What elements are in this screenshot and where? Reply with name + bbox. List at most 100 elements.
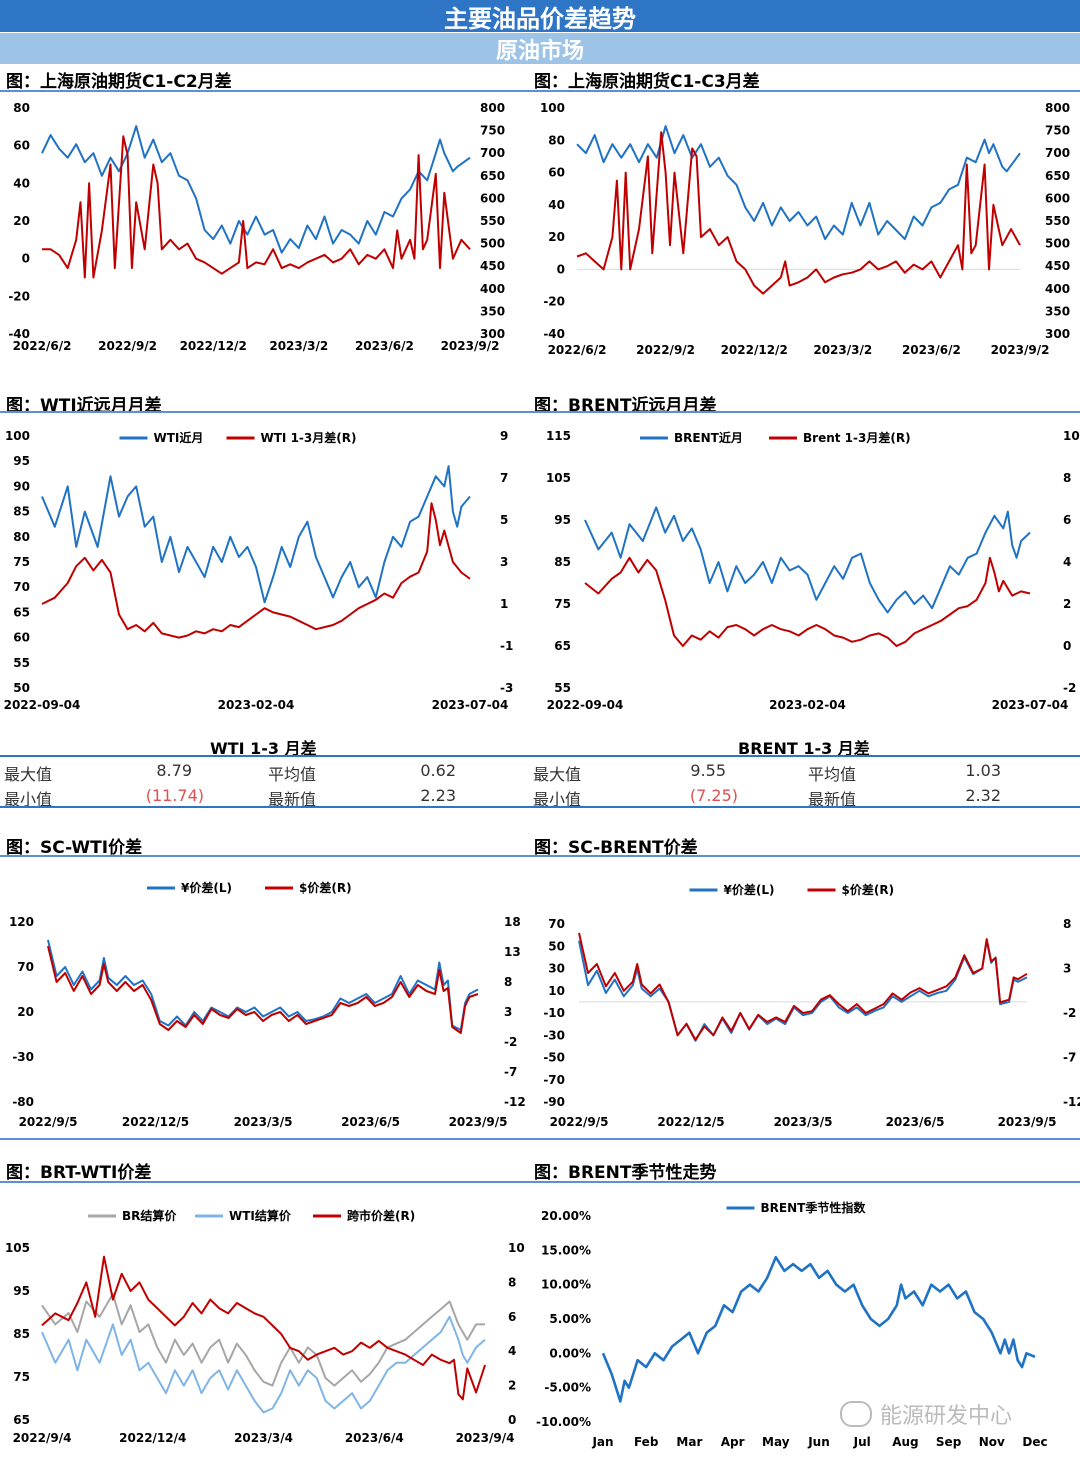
section-rule [0,411,1080,413]
stat-value-avg: 1.03 [965,761,1001,780]
x-tick-label: 2022-09-04 [547,698,624,712]
chart-title-c5: 图：SC-WTI价差 [6,838,143,858]
wechat-icon [840,1401,872,1427]
y-tick-label: -40 [8,327,30,341]
chart-title-c1: 图：上海原油期货C1-C2月差 [6,72,232,92]
y2-tick-label: 7 [500,471,508,485]
stat-value-avg: 0.62 [420,761,456,780]
stat-value-latest: 2.23 [420,786,456,805]
series-line-1 [47,945,479,1034]
y2-tick-label: 8 [1063,471,1071,485]
stats-title-wti: WTI 1-3 月差 [210,739,317,758]
y2-tick-label: 550 [1045,214,1070,228]
y-tick-label: 0 [557,262,565,276]
legend-label: WTI结算价 [229,1208,292,1223]
y-tick-label: 40 [13,176,30,190]
series-line-1 [576,131,1021,295]
y2-tick-label: 500 [1045,237,1070,251]
y2-tick-label: -2 [1063,1006,1076,1020]
y-tick-label: 65 [13,605,30,619]
stat-label-avg: 平均值 [268,765,317,784]
y2-tick-label: 650 [480,169,505,183]
x-tick-label: 2022/12/5 [122,1115,189,1129]
x-tick-label: 2023/3/5 [774,1115,833,1129]
y-tick-label: 55 [554,681,571,695]
y-tick-label: 105 [5,1241,30,1255]
y-tick-label: 95 [13,1284,30,1298]
y-tick-label: 70 [13,580,30,594]
y2-tick-label: -1 [500,639,513,653]
x-tick-label: Nov [979,1435,1005,1449]
legend-label: BR结算价 [122,1208,177,1223]
y-tick-label: -50 [543,1051,565,1065]
legend-label: $价差(R) [299,880,352,895]
x-tick-label: 2022/9/5 [550,1115,609,1129]
legend-label: ¥价差(L) [181,880,232,895]
series-line-1 [41,502,471,639]
x-tick-label: Feb [634,1435,659,1449]
y-tick-label: 95 [13,454,30,468]
stat-value-min: (11.74) [145,786,204,805]
series-line-0 [41,1292,485,1387]
x-tick-label: 2023/3/4 [234,1431,293,1445]
y-tick-label: -90 [543,1095,565,1109]
y-tick-label: 20 [17,1005,34,1019]
x-tick-label: 2022/12/2 [721,343,788,357]
chart-title-c2: 图：上海原油期货C1-C3月差 [534,72,760,92]
y-tick-label: 95 [554,513,571,527]
y-tick-label: 60 [13,631,30,645]
series-line-0 [578,939,1028,1042]
y-tick-label: 85 [13,1327,30,1341]
stat-value-max: 9.55 [690,761,726,780]
y-tick-label: 90 [13,479,30,493]
y-tick-label: 15.00% [541,1243,591,1257]
x-tick-label: Jun [807,1435,830,1449]
x-tick-label: 2023/9/2 [441,339,500,353]
y-tick-label: -10 [543,1006,565,1020]
y-tick-label: -30 [12,1050,34,1064]
y2-tick-label: -12 [1063,1095,1080,1109]
y-tick-label: -30 [543,1028,565,1042]
y2-tick-label: 2 [1063,597,1071,611]
stat-label-avg: 平均值 [808,765,857,784]
y2-tick-label: 550 [480,214,505,228]
y2-tick-label: 10 [1063,429,1080,443]
stats-rule [530,755,1080,757]
y-tick-label: 75 [13,1370,30,1384]
stat-label-min: 最小值 [4,790,53,809]
y-tick-label: 40 [548,198,565,212]
x-tick-label: Dec [1022,1435,1047,1449]
series-line-1 [578,932,1028,1041]
y2-tick-label: 8 [508,1275,516,1289]
y2-tick-label: 6 [1063,513,1071,527]
x-tick-label: 2022/9/2 [98,339,157,353]
stat-value-min: (7.25) [689,786,738,805]
x-tick-label: 2023/6/5 [886,1115,945,1129]
series-line-0 [601,1255,1036,1403]
legend-label: Brent 1-3月差(R) [803,430,911,445]
x-tick-label: Aug [892,1435,918,1449]
y2-tick-label: 4 [508,1344,516,1358]
y2-tick-label: 750 [480,124,505,138]
y2-tick-label: 2 [508,1379,516,1393]
y2-tick-label: -2 [1063,681,1076,695]
chart-c5: 120 70 20 -30 -80 18 13 8 3 -2 -7 -12 2022/9/5 2022/1… [9,880,526,1129]
y-tick-label: 60 [13,139,30,153]
y2-tick-label: -7 [504,1065,517,1079]
y2-tick-label: 3 [1063,962,1071,976]
y2-tick-label: -7 [1063,1051,1076,1065]
watermark: 能源研发中心 [840,1398,1012,1430]
series-line-2 [41,1255,486,1401]
x-tick-label: 2023/9/4 [456,1431,515,1445]
chart-c6: 70 50 30 10 -10 -30 -50 -70 -90 8 3 -2 -7 -12 2022/9/5… [543,882,1080,1129]
y2-tick-label: 400 [480,282,505,296]
y2-tick-label: 18 [504,915,521,929]
legend-label: $价差(R) [842,882,895,897]
y2-tick-label: 450 [480,259,505,273]
y2-tick-label: -2 [504,1035,517,1049]
y2-tick-label: 1 [500,597,508,611]
series-line-1 [41,1315,486,1414]
chart-title-c7: 图：BRT-WTI价差 [6,1163,152,1183]
main-title-banner: 主要油品价差趋势 [0,0,1080,33]
y2-tick-label: 8 [504,975,512,989]
